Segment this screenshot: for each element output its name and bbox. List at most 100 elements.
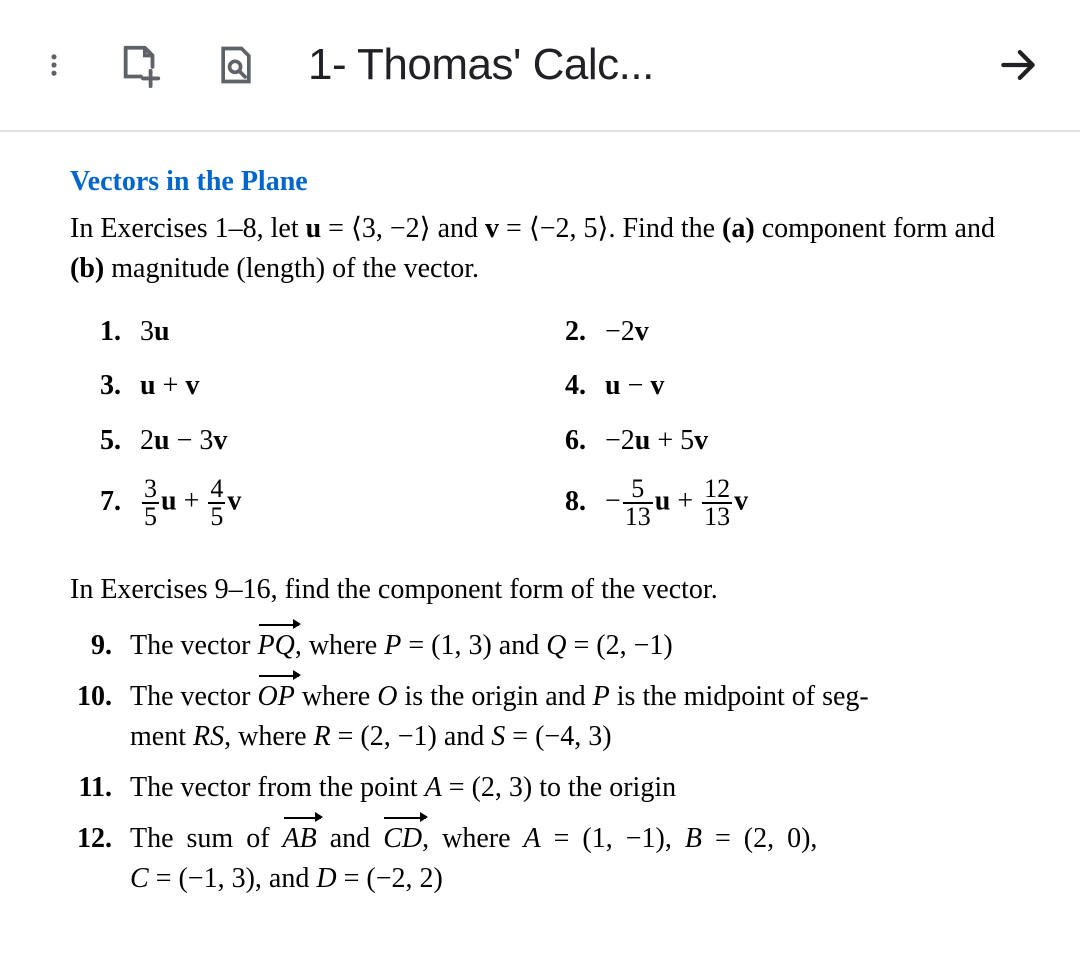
- exercise-number: 11.: [70, 768, 130, 809]
- intro-paragraph-1: In Exercises 1–8, let u = ⟨3, −2⟩ and v …: [70, 209, 1010, 290]
- point-label: P: [384, 630, 401, 661]
- exercise-number: 5.: [100, 421, 140, 462]
- exercise-expr: −2u + 5v: [605, 421, 708, 462]
- sign: −: [605, 485, 621, 516]
- vector-v: v: [485, 213, 499, 244]
- vector-label: AB: [283, 823, 317, 854]
- vec-sym: u: [655, 485, 671, 516]
- exercise-item: 9. The vector PQ, where P = (1, 3) and Q…: [70, 626, 1010, 667]
- text: , where: [224, 721, 313, 752]
- frac-den: 13: [702, 502, 732, 530]
- frac-num: 12: [702, 476, 732, 502]
- exercise-list-2: 9. The vector PQ, where P = (1, 3) and Q…: [70, 626, 1010, 900]
- exercise-grid-1: 1.3u 2.−2v 3.u + v 4.u − v 5.2u − 3v 6.−…: [100, 312, 1010, 530]
- text: = (−4, 3): [505, 721, 611, 752]
- point-label: P: [593, 681, 610, 712]
- text: The vector: [130, 630, 258, 661]
- exercise-item: 11. The vector from the point A = (2, 3)…: [70, 768, 1010, 809]
- frac-den: 13: [623, 502, 653, 530]
- exercise-number: 4.: [565, 366, 605, 407]
- text: = (1, −1),: [541, 823, 685, 854]
- vector-label: OP: [258, 681, 295, 712]
- segment-label: RS: [193, 721, 224, 752]
- vector-arrow-icon: CD: [383, 819, 422, 860]
- text: ment: [130, 721, 193, 752]
- operator: +: [670, 485, 700, 516]
- text: = (−2, 2): [337, 863, 443, 894]
- exercise-item: 3.u + v: [100, 366, 545, 407]
- more-vert-icon[interactable]: [40, 45, 68, 85]
- exercise-body: The vector from the point A = (2, 3) to …: [130, 768, 1010, 809]
- vector-u: u: [306, 213, 322, 244]
- vector-arrow-icon: OP: [258, 677, 295, 718]
- exercise-number: 12.: [70, 819, 130, 860]
- frac-den: 5: [208, 502, 225, 530]
- point-label: B: [685, 823, 702, 854]
- intro-text: = ⟨3, −2⟩ and: [321, 213, 485, 244]
- text: The vector: [130, 681, 258, 712]
- exercise-number: 2.: [565, 312, 605, 353]
- exercise-number: 3.: [100, 366, 140, 407]
- point-label: R: [314, 721, 331, 752]
- text: = (2, −1) and: [331, 721, 492, 752]
- vector-label: CD: [383, 823, 422, 854]
- exercise-number: 7.: [100, 482, 140, 523]
- vec-sym: v: [734, 485, 748, 516]
- intro-text: magnitude (length) of the vector.: [104, 253, 479, 284]
- add-page-icon[interactable]: [118, 42, 164, 88]
- exercise-body: The vector PQ, where P = (1, 3) and Q = …: [130, 626, 1010, 667]
- text: = (2, 3) to the origin: [442, 772, 676, 803]
- exercise-body: The vector OP where O is the origin and …: [130, 677, 1010, 758]
- point-label: Q: [546, 630, 566, 661]
- exercise-number: 10.: [70, 677, 130, 718]
- part-a-label: (a): [722, 213, 755, 244]
- text: is the midpoint of seg-: [610, 681, 869, 712]
- arrow-forward-icon[interactable]: [996, 43, 1040, 87]
- point-label: D: [316, 863, 336, 894]
- intro-paragraph-2: In Exercises 9–16, find the component fo…: [70, 570, 1010, 611]
- frac-num: 4: [208, 476, 225, 502]
- text: , where: [295, 630, 384, 661]
- operator: +: [177, 485, 207, 516]
- text: is the origin and: [397, 681, 592, 712]
- text: = (2, 0),: [702, 823, 817, 854]
- point-label: A: [425, 772, 442, 803]
- text: and: [317, 823, 383, 854]
- exercise-body: The sum of AB and CD, where A = (1, −1),…: [130, 819, 1010, 900]
- exercise-number: 8.: [565, 482, 605, 523]
- section-title: Vectors in the Plane: [70, 162, 1010, 203]
- vec-sym: v: [227, 485, 241, 516]
- point-label: A: [524, 823, 541, 854]
- text: The sum of: [130, 823, 283, 854]
- frac-den: 5: [142, 502, 159, 530]
- text: , where: [422, 823, 523, 854]
- exercise-item: 2.−2v: [565, 312, 1010, 353]
- exercise-item: 10. The vector OP where O is the origin …: [70, 677, 1010, 758]
- text: The vector from the point: [130, 772, 425, 803]
- point-label: S: [491, 721, 505, 752]
- text: = (2, −1): [566, 630, 672, 661]
- exercise-expr: 35u + 45v: [140, 476, 241, 530]
- vector-arrow-icon: PQ: [258, 626, 295, 667]
- exercise-expr: u + v: [140, 366, 199, 407]
- find-in-page-icon[interactable]: [214, 43, 258, 87]
- exercise-expr: −2v: [605, 312, 649, 353]
- part-b-label: (b): [70, 253, 104, 284]
- exercise-item: 12. The sum of AB and CD, where A = (1, …: [70, 819, 1010, 900]
- toolbar: 1- Thomas' Calc...: [0, 0, 1080, 120]
- document-content: Vectors in the Plane In Exercises 1–8, l…: [0, 132, 1080, 930]
- text: where: [295, 681, 377, 712]
- exercise-item: 4.u − v: [565, 366, 1010, 407]
- exercise-item: 6.−2u + 5v: [565, 421, 1010, 462]
- intro-text: component form and: [755, 213, 995, 244]
- exercise-item: 8. −513u + 1213v: [565, 476, 1010, 530]
- text: = (−1, 3), and: [149, 863, 317, 894]
- exercise-number: 6.: [565, 421, 605, 462]
- frac-num: 3: [142, 476, 159, 502]
- exercise-expr: 3u: [140, 312, 170, 353]
- document-title: 1- Thomas' Calc...: [308, 40, 946, 90]
- intro-text: = ⟨−2, 5⟩. Find the: [499, 213, 722, 244]
- point-label: C: [130, 863, 149, 894]
- exercise-item: 5.2u − 3v: [100, 421, 545, 462]
- exercise-item: 7. 35u + 45v: [100, 476, 545, 530]
